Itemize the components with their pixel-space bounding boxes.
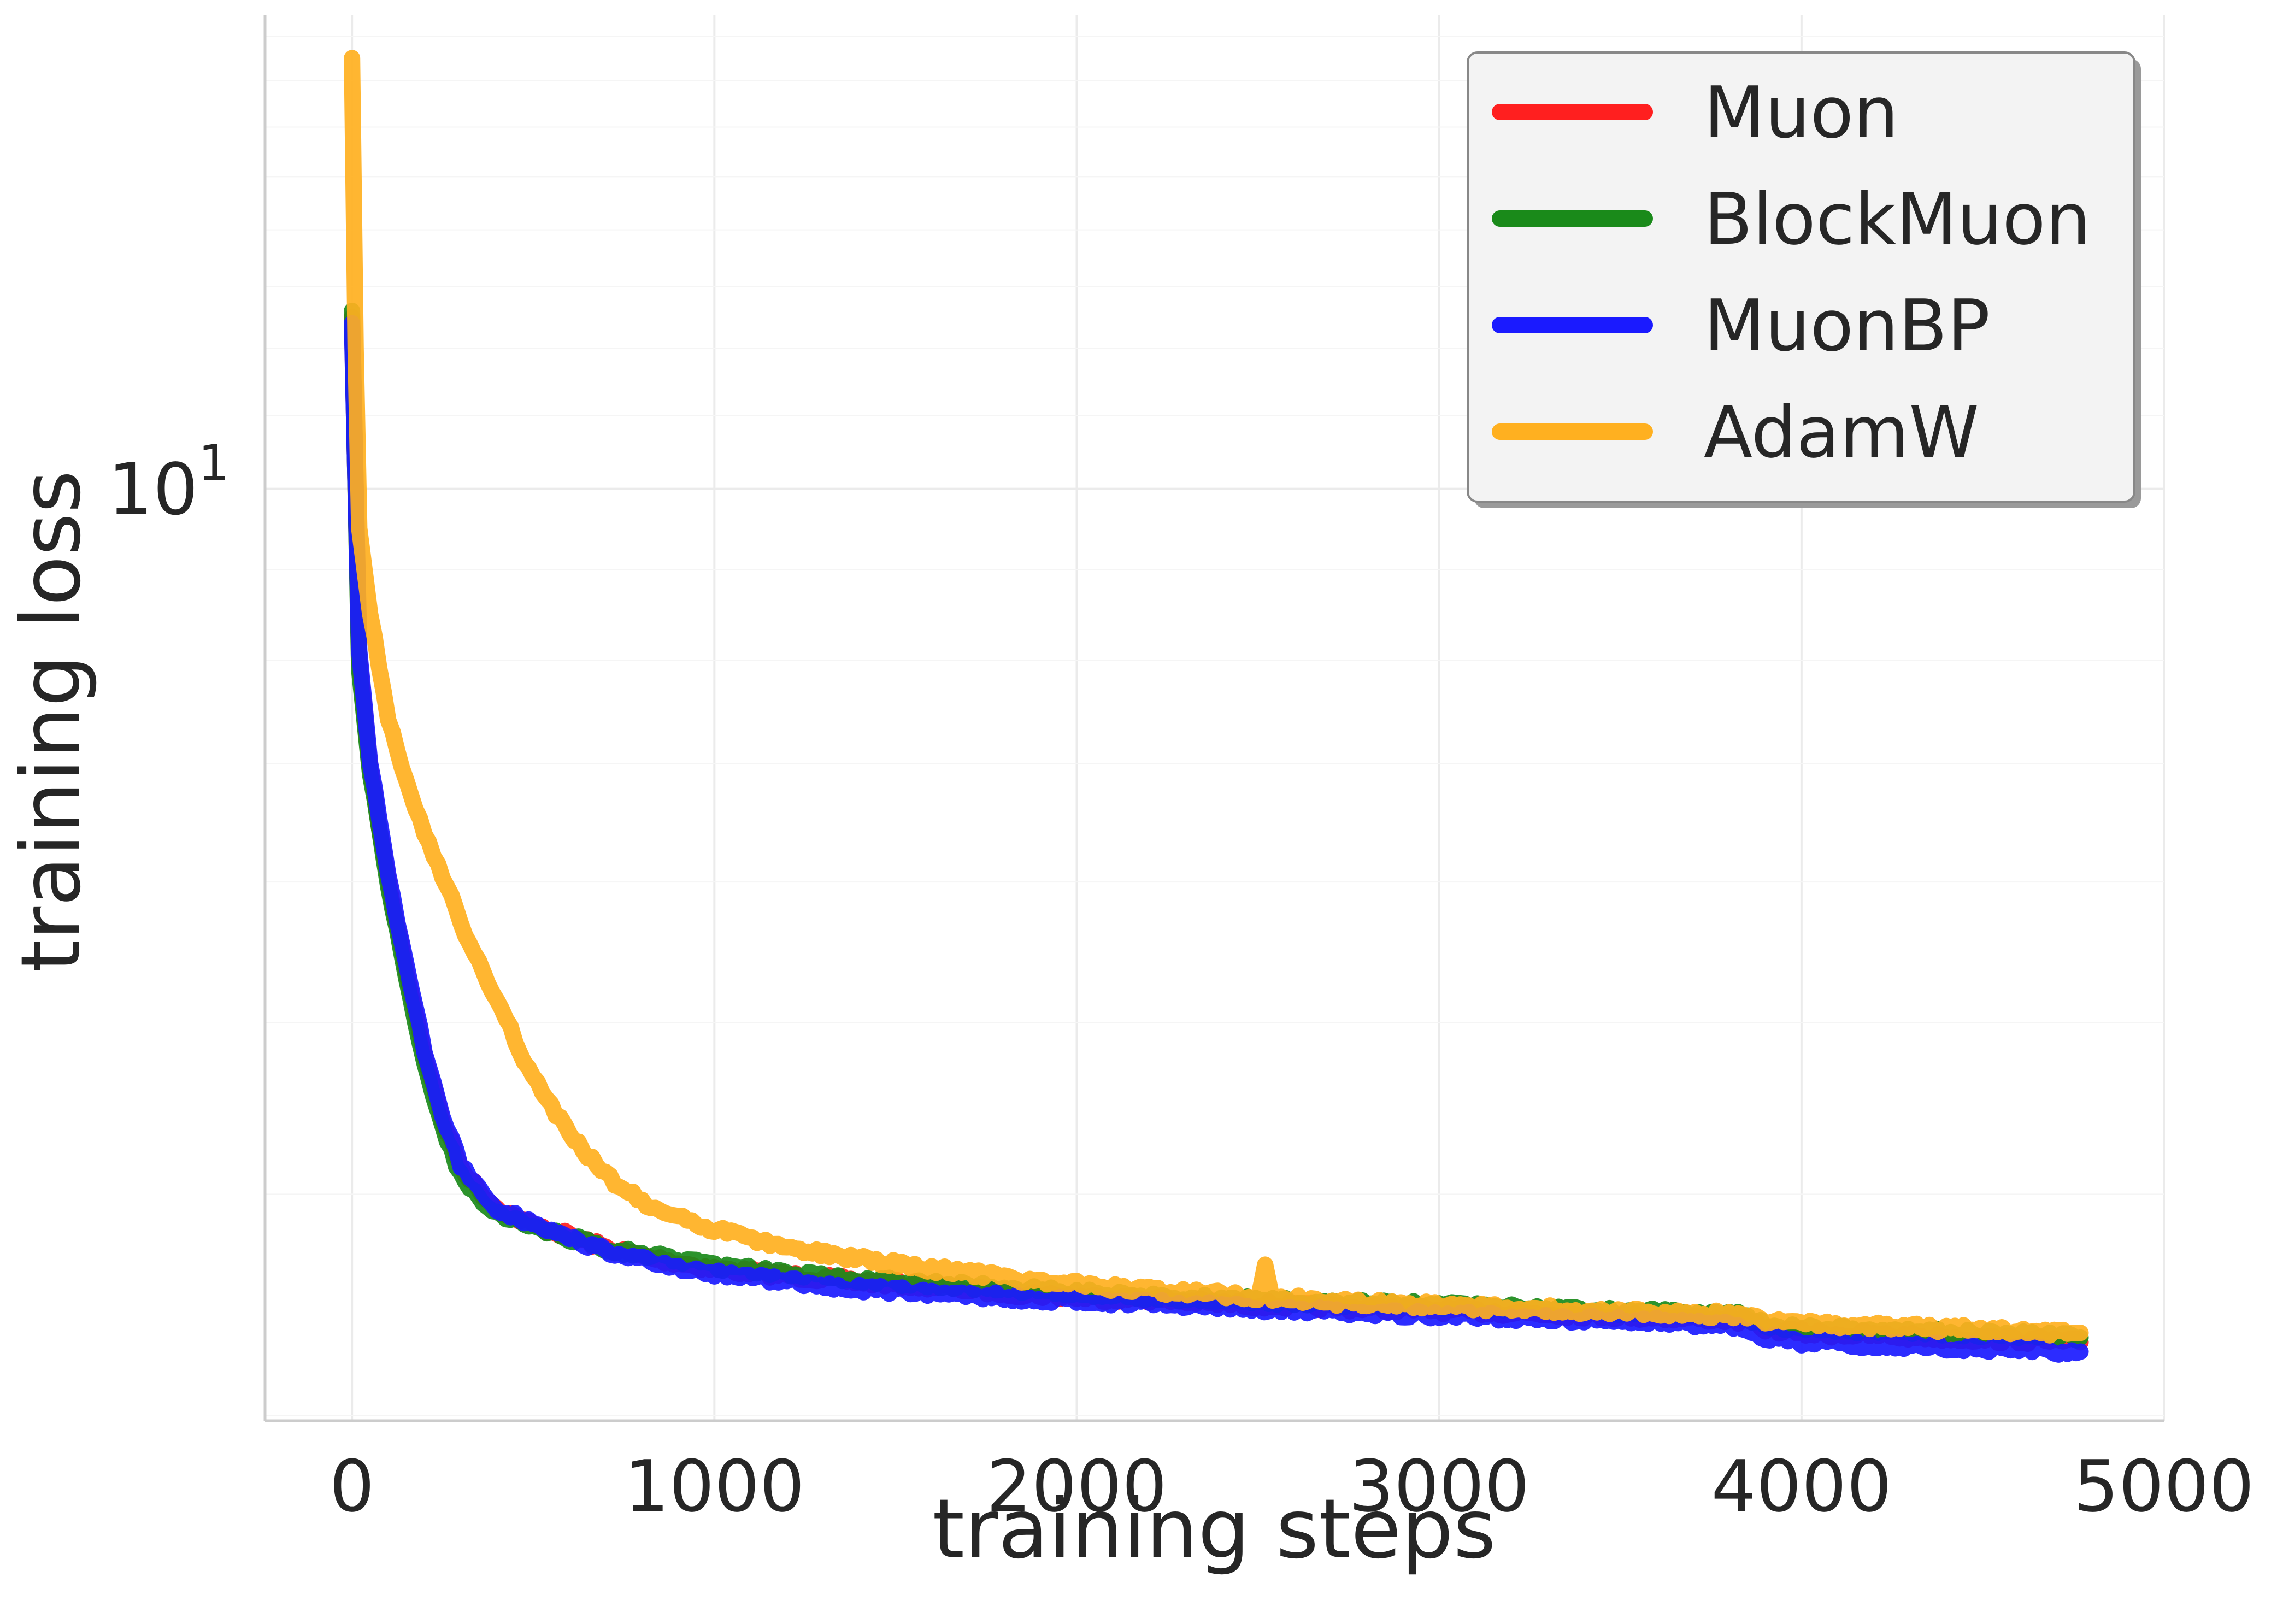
x-tick-label: 1000 [624,1445,805,1528]
axes [263,15,2164,1422]
x-tick-label: 5000 [2074,1445,2255,1528]
x-tick-labels: 0 1000 2000 3000 4000 5000 [330,1445,2255,1528]
legend-label-muon: Muon [1704,71,1898,154]
series-lines [344,50,2089,1363]
y-tick-label: 101 [108,435,230,531]
legend-box [1467,51,2135,503]
x-tick-label: 0 [330,1445,375,1528]
x-tick-label: 2000 [986,1445,1167,1528]
legend-items: Muon BlockMuon MuonBP AdamW [1492,71,2091,474]
y-axis-label: training loss [4,470,99,973]
legend-label-blockmuon: BlockMuon [1704,178,2091,261]
series-line-adamw [344,50,2089,1344]
y-tick-labels: 101 [108,435,230,531]
x-tick-label: 4000 [1711,1445,1892,1528]
legend: Muon BlockMuon MuonBP AdamW [1467,51,2141,508]
legend-label-muonbp: MuonBP [1704,284,1990,367]
legend-label-adamw: AdamW [1704,391,1979,474]
x-tick-label: 3000 [1349,1445,1529,1528]
x-axis-label: training steps [932,1482,1496,1577]
